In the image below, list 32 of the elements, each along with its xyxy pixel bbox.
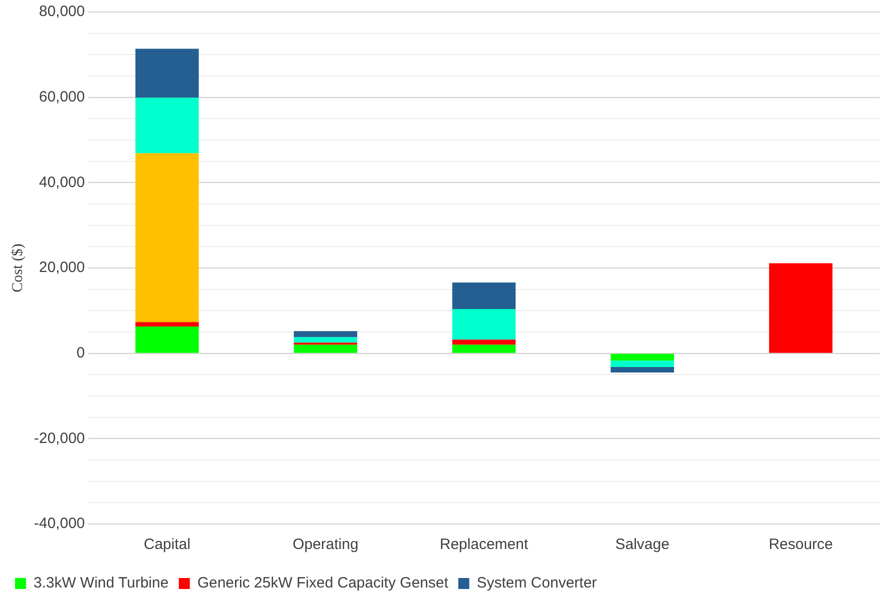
- legend-label: 3.3kW Wind Turbine: [34, 574, 169, 592]
- bar: [769, 263, 832, 353]
- bar: [135, 153, 199, 322]
- x-tick-label: Replacement: [440, 536, 529, 554]
- y-tick-label: 60,000: [38, 88, 85, 106]
- y-tick-label: -20,000: [34, 430, 85, 447]
- x-tick-label: Operating: [292, 536, 358, 554]
- bar: [135, 326, 199, 353]
- y-tick-label: 40,000: [38, 174, 85, 191]
- bar: [610, 354, 674, 361]
- legend-label: System Converter: [476, 574, 597, 592]
- x-tick-label: Capital: [144, 536, 190, 554]
- bar: [135, 98, 199, 154]
- bar: [452, 344, 516, 353]
- y-tick-label: -40,000: [34, 515, 85, 532]
- legend-label: Generic 25kW Fixed Capacity Genset: [197, 574, 450, 592]
- x-tick-label: Resource: [768, 536, 833, 554]
- bar: [452, 308, 516, 340]
- bar: [452, 340, 516, 345]
- x-tick-label: Salvage: [615, 536, 670, 554]
- bar: [294, 337, 358, 343]
- bar: [452, 282, 516, 309]
- y-tick-label: 20,000: [38, 259, 85, 276]
- bar: [294, 331, 358, 338]
- y-tick-label: 0: [76, 344, 85, 362]
- bar: [135, 48, 199, 98]
- bar: [610, 366, 674, 373]
- bar: [135, 322, 199, 326]
- bar: [610, 360, 674, 367]
- bar: [294, 344, 358, 353]
- y-tick-label: 80,000: [38, 3, 85, 20]
- y-axis-title: Cost ($): [10, 244, 26, 292]
